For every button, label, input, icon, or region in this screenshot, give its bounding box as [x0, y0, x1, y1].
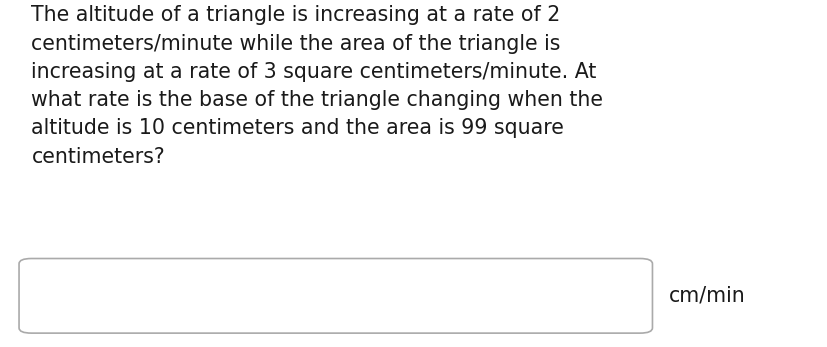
Text: The altitude of a triangle is increasing at a rate of 2
centimeters/minute while: The altitude of a triangle is increasing… [31, 5, 603, 167]
FancyBboxPatch shape [19, 259, 652, 333]
Text: cm/min: cm/min [668, 286, 745, 306]
